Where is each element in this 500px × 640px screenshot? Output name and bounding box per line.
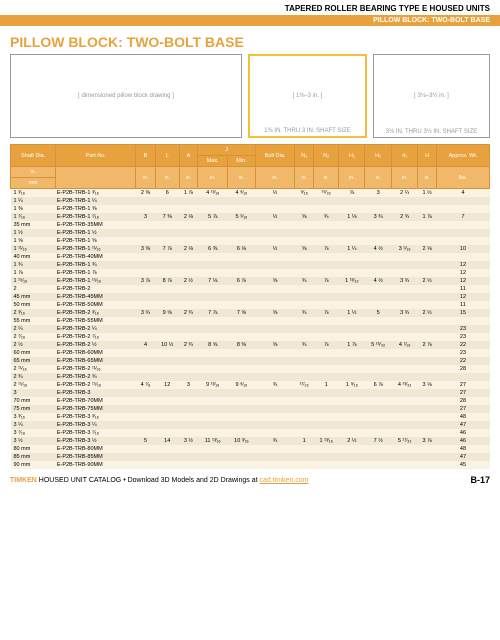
section-title: PILLOW BLOCK: TWO-BOLT BASE: [0, 26, 500, 54]
unit-d1: in.: [392, 167, 418, 189]
table-row: 1 ¹⁵⁄₁₆E-P2B-TRB-1 ¹⁵⁄₁₆3 ⅞8 ⅞2 ½7 ⅛6 ⅞⅝…: [11, 277, 490, 285]
table-row: 3 ⁷⁄₁₆E-P2B-TRB-3 ⁷⁄₁₆46: [11, 429, 490, 437]
th-n1: N₁: [295, 145, 314, 167]
table-row: 75 mmE-P2B-TRB-75MM27: [11, 405, 490, 413]
table-row: 2 ³⁄₁₆E-P2B-TRB-2 ³⁄₁₆3 ¾9 ⅝2 ¾7 ⅞7 ⅝⅝¾⅞…: [11, 309, 490, 317]
th-wt: Approx. Wt.: [436, 145, 489, 167]
page-number: B-17: [470, 475, 490, 485]
table-row: 85 mmE-P2B-TRB-85MM47: [11, 453, 490, 461]
table-row: 1 ¾E-P2B-TRB-1 ¾12: [11, 261, 490, 269]
th-bolt: Bolt Dia.: [255, 145, 295, 167]
spec-table: Shaft Dia. Part No. B L A J Bolt Dia. N₁…: [10, 144, 490, 469]
table-row: 2E-P2B-TRB-211: [11, 285, 490, 293]
unit-n2: in.: [313, 167, 338, 189]
unit-jn: in.: [228, 167, 256, 189]
th-b: B: [136, 145, 156, 167]
table-row: 1 ⁷⁄₁₆E-P2B-TRB-1 ⁷⁄₁₆37 ⅜2 ⅛5 ⅞5 ⁵⁄₁₆½⅝…: [11, 213, 490, 221]
table-row: 1 ³⁄₁₆E-P2B-TRB-1 ³⁄₁₆2 ⅜61 ⅞4 ¹³⁄₁₆4 ⁹⁄…: [11, 189, 490, 198]
th-jmax: Max.: [198, 156, 228, 167]
table-row: 50 mmE-P2B-TRB-50MM11: [11, 301, 490, 309]
unit-h1: in.: [339, 167, 365, 189]
th-jmin: Min.: [228, 156, 256, 167]
unit-in: in.: [11, 167, 56, 178]
unit-n1: in.: [295, 167, 314, 189]
th-h1: H₁: [339, 145, 365, 167]
diagram-main: [ dimensioned pillow block drawing ]: [10, 54, 242, 138]
unit-h2: in.: [365, 167, 392, 189]
unit-mm: mm: [11, 178, 56, 189]
footer-brand: TIMKEN: [10, 477, 37, 484]
table-row: 2 ¾E-P2B-TRB-2 ¾: [11, 373, 490, 381]
unit-hh: in.: [418, 167, 437, 189]
unit-jx: in.: [198, 167, 228, 189]
th-n2: N₂: [313, 145, 338, 167]
table-row: 65 mmE-P2B-TRB-65MM22: [11, 357, 490, 365]
table-row: 2 ¹¹⁄₁₆E-P2B-TRB-2 ¹¹⁄₁₆28: [11, 365, 490, 373]
table-row: 1 ⅜E-P2B-TRB-1 ⅜: [11, 205, 490, 213]
th-shaft: Shaft Dia.: [11, 145, 56, 167]
table-row: 2 ½E-P2B-TRB-2 ½410 ½2 ¾8 ⅝8 ⅜⅝¾⅞1 ⅞5 ²⁵…: [11, 341, 490, 349]
footer-text: HOUSED UNIT CATALOG • Download 3D Models…: [39, 477, 258, 484]
page-header: TAPERED ROLLER BEARING TYPE E HOUSED UNI…: [0, 0, 500, 15]
table-row: 2 ¼E-P2B-TRB-2 ¼23: [11, 325, 490, 333]
table-row: 2 ¹⁵⁄₁₆E-P2B-TRB-2 ¹⁵⁄₁₆4 ⁷⁄₈1239 ¹³⁄₁₆9…: [11, 381, 490, 389]
table-row: 2 ⁷⁄₁₆E-P2B-TRB-2 ⁷⁄₁₆23: [11, 333, 490, 341]
table-row: 3 ³⁄₁₆E-P2B-TRB-3 ³⁄₁₆48: [11, 413, 490, 421]
th-h2: H₂: [365, 145, 392, 167]
table-row: 1 ¼E-P2B-TRB-1 ¼: [11, 197, 490, 205]
table-row: 1 ⅝E-P2B-TRB-1 ⅝: [11, 237, 490, 245]
th-l: L: [155, 145, 179, 167]
table-row: 55 mmE-P2B-TRB-55MM: [11, 317, 490, 325]
footer: TIMKEN HOUSED UNIT CATALOG • Download 3D…: [0, 469, 500, 491]
table-row: 1 ½E-P2B-TRB-1 ½: [11, 229, 490, 237]
th-j: J: [198, 145, 255, 156]
unit-bolt: in.: [255, 167, 295, 189]
table-row: 80 mmE-P2B-TRB-80MM48: [11, 445, 490, 453]
footer-link[interactable]: cad.timken.com: [260, 477, 309, 484]
th-h: H: [418, 145, 437, 167]
th-part: Part No.: [56, 145, 136, 167]
table-row: 60 mmE-P2B-TRB-60MM23: [11, 349, 490, 357]
diagram-row: [ dimensioned pillow block drawing ] [ 1…: [0, 54, 500, 144]
unit-a: in.: [179, 167, 198, 189]
th-a: A: [179, 145, 198, 167]
diagram-variant-2: 3⅛ IN. THRU 3½ IN. SHAFT SIZE[ 3⅛–3½ in.…: [373, 54, 490, 138]
table-row: 90 mmE-P2B-TRB-90MM45: [11, 461, 490, 469]
table-row: 70 mmE-P2B-TRB-70MM28: [11, 397, 490, 405]
table-row: 35 mmE-P2B-TRB-35MM: [11, 221, 490, 229]
table-row: 1 ¹¹⁄₁₆E-P2B-TRB-1 ¹¹⁄₁₆3 ⅜7 ⅞2 ⅛6 ⅜6 ⅛½…: [11, 245, 490, 253]
table-row: 45 mmE-P2B-TRB-45MM12: [11, 293, 490, 301]
table-row: 3 ¼E-P2B-TRB-3 ¼47: [11, 421, 490, 429]
table-row: 40 mmE-P2B-TRB-40MM: [11, 253, 490, 261]
unit-wt: lbs.: [436, 167, 489, 189]
table-row: 3E-P2B-TRB-327: [11, 389, 490, 397]
diagram-variant-1: [ 1⅜–3 in. ]1⅜ IN. THRU 3 IN. SHAFT SIZE: [248, 54, 367, 138]
table-row: 1 ⅞E-P2B-TRB-1 ⅞12: [11, 269, 490, 277]
unit-l: in.: [155, 167, 179, 189]
page-subheader: PILLOW BLOCK: TWO-BOLT BASE: [0, 15, 500, 26]
th-d1: d₁: [392, 145, 418, 167]
table-row: 3 ½E-P2B-TRB-3 ½5143 ½11 ¹³⁄₁₆10 ³⁄₁₆¾11…: [11, 437, 490, 445]
unit-blank: [56, 167, 136, 189]
unit-b: in.: [136, 167, 156, 189]
